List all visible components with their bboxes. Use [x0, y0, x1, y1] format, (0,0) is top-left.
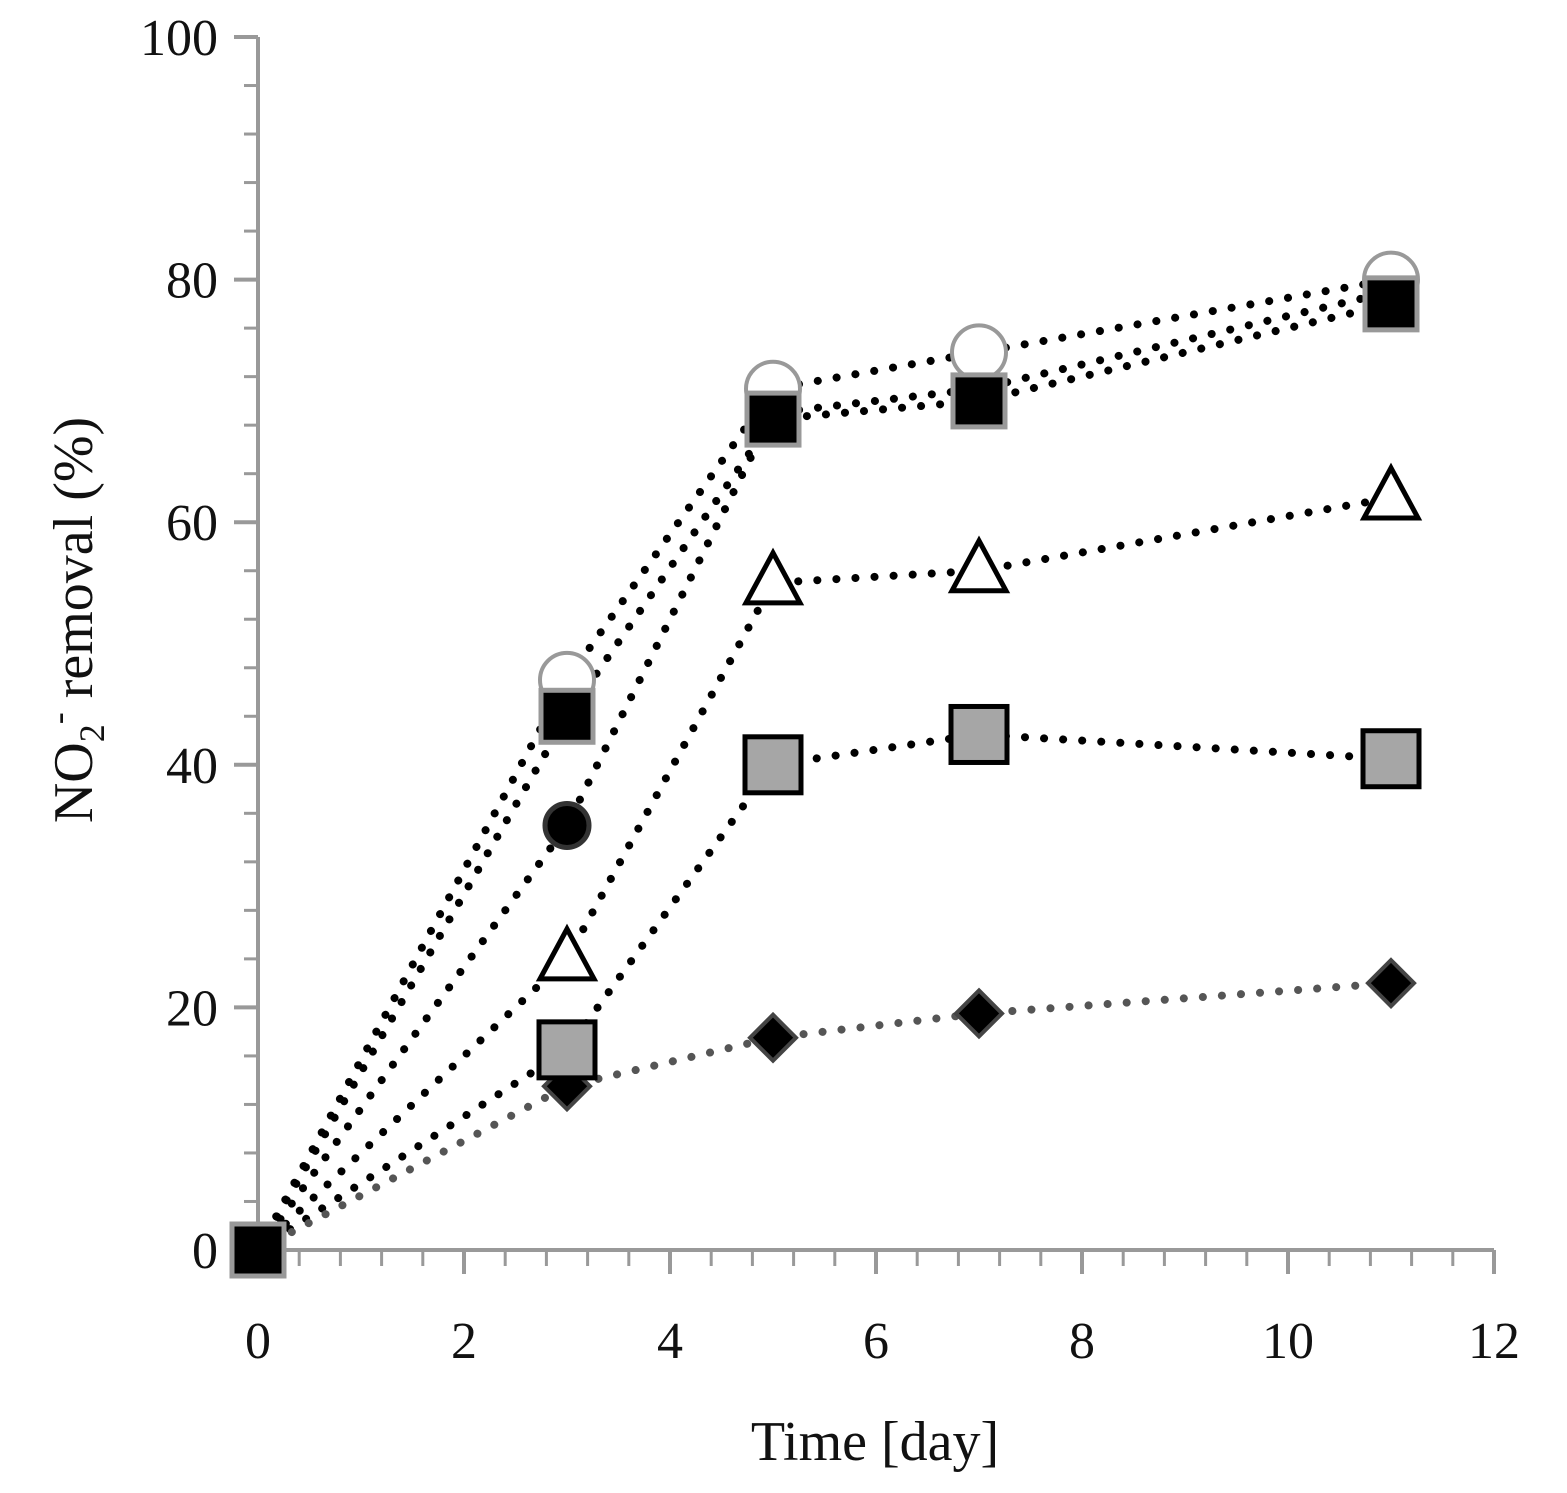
series-line-0	[254, 275, 1395, 1254]
axes	[234, 35, 1496, 1274]
x-tick-label: 12	[1468, 1313, 1520, 1370]
marker-open-triangle-1	[535, 923, 599, 982]
series-line-4	[254, 730, 1395, 1254]
series-line-1	[254, 299, 1395, 1254]
marker-gray-square-2	[742, 734, 804, 796]
series-line-5	[254, 979, 1395, 1254]
marker-gray-square-1	[536, 1019, 598, 1081]
marker-black-diamond-2	[747, 1011, 799, 1064]
x-axis-title: Time [day]	[751, 1411, 999, 1473]
marker-gray-square-3	[948, 703, 1010, 765]
marker-black-diamond-4	[1365, 957, 1417, 1009]
series-markers	[229, 250, 1423, 1279]
marker-black-square-2	[744, 390, 802, 448]
y-tick-label: 80	[166, 253, 218, 310]
marker-open-triangle-3	[947, 535, 1011, 594]
x-tick-label: 4	[657, 1313, 683, 1370]
y-tick-label: 0	[192, 1223, 218, 1280]
series-line-2	[254, 287, 1395, 1254]
x-tick-label: 0	[245, 1313, 271, 1370]
marker-black-square-4	[1362, 275, 1420, 333]
marker-black-square-1	[538, 687, 596, 745]
marker-black-square-3	[950, 372, 1008, 430]
y-tick-label: 60	[166, 495, 218, 552]
tick-labels: 0 2 4 6 8 10 12 0 20 40 60 80 100	[140, 10, 1520, 1370]
marker-gray-square-4	[1360, 728, 1422, 790]
x-tick-label: 8	[1069, 1313, 1095, 1370]
marker-open-triangle-4	[1359, 462, 1423, 521]
series-lines	[254, 275, 1395, 1254]
series-line-3	[254, 493, 1395, 1254]
y-axis-title-subscript: 2	[72, 724, 112, 742]
x-tick-label: 10	[1262, 1313, 1314, 1370]
y-axis-title: NO2- removal (%)	[38, 417, 112, 823]
y-axis-title-suffix: removal (%)	[43, 417, 105, 712]
marker-black-square-0	[229, 1221, 287, 1279]
x-tick-label: 2	[451, 1313, 477, 1370]
marker-open-triangle-2	[741, 547, 805, 606]
y-axis-title-superscript: -	[38, 712, 78, 724]
marker-black-diamond-3	[953, 987, 1005, 1040]
marker-open-circle-3	[950, 323, 1008, 382]
y-axis-title-prefix: NO	[43, 742, 105, 823]
marker-black-circle-1	[542, 800, 592, 850]
x-tick-label: 6	[863, 1313, 889, 1370]
y-tick-label: 40	[166, 738, 218, 795]
y-tick-label: 100	[140, 10, 218, 67]
y-tick-label: 20	[166, 980, 218, 1037]
